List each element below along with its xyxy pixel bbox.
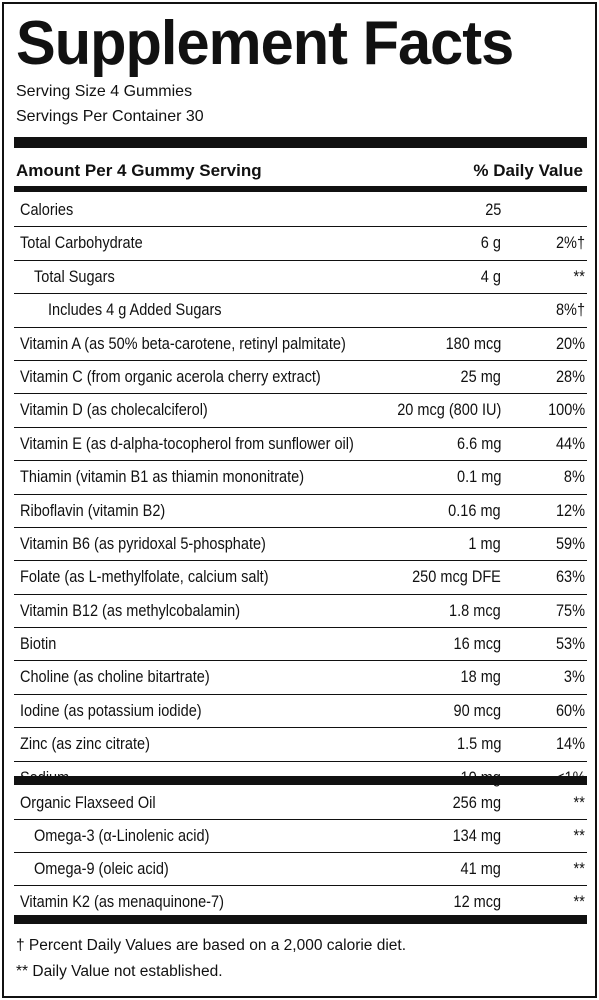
amount: 25: [484, 201, 501, 219]
nutrient-row: Iodine (as potassium iodide) 90 mcg 60%: [14, 695, 587, 729]
amount: 180 mcg: [445, 334, 501, 353]
amount: 1.8 mcg: [449, 601, 501, 620]
nutrient-name: Vitamin E (as d-alpha-tocopherol from su…: [20, 434, 354, 453]
dv-header: % Daily Value: [473, 161, 583, 180]
nutrient-name: Vitamin B12 (as methylcobalamin): [20, 601, 241, 620]
nutrient-row: Vitamin E (as d-alpha-tocopherol from su…: [14, 428, 587, 462]
nutrient-row: Choline (as choline bitartrate) 18 mg 3%: [14, 661, 587, 695]
daily-value: **: [573, 893, 585, 911]
daily-value: **: [573, 827, 585, 845]
nutrient-name: Vitamin A (as 50% beta-carotene, retinyl…: [20, 334, 346, 353]
nutrient-row: Thiamin (vitamin B1 as thiamin mononitra…: [14, 461, 587, 495]
daily-value: 14%: [555, 735, 585, 754]
amount-header: Amount Per 4 Gummy Serving: [16, 161, 262, 180]
nutrient-name: Omega-3 (α-Linolenic acid): [34, 827, 210, 845]
daily-value: **: [573, 267, 585, 286]
daily-value: 59%: [555, 534, 585, 553]
nutrient-row: Vitamin D (as cholecalciferol) 20 mcg (80…: [14, 394, 587, 428]
daily-value: 100%: [547, 401, 585, 420]
amount: 250 mcg DFE: [412, 568, 501, 587]
nutrient-name: Total Carbohydrate: [20, 234, 143, 253]
nutrient-row: Omega-3 (α-Linolenic acid) 134 mg **: [14, 820, 587, 853]
thick-rule: [14, 915, 587, 924]
nutrient-row: Riboflavin (vitamin B2) 0.16 mg 12%: [14, 495, 587, 528]
nutrient-row: Vitamin C (from organic acerola cherry e…: [14, 361, 587, 395]
amount: 6.6 mg: [456, 434, 501, 453]
nutrient-name: Vitamin K2 (as menaquinone-7): [20, 893, 224, 911]
amount: 41 mg: [460, 860, 501, 878]
nutrient-name: Biotin: [20, 635, 57, 654]
amount: 18 mg: [460, 668, 501, 687]
nutrient-row: Zinc (as zinc citrate) 1.5 mg 14%: [14, 728, 587, 762]
daily-value: **: [573, 860, 585, 878]
amount: 134 mg: [452, 827, 501, 845]
nutrient-row: Biotin 16 mcg 53%: [14, 628, 587, 662]
amount: 0.1 mg: [456, 468, 501, 487]
nutrient-name: Choline (as choline bitartrate): [20, 668, 210, 687]
nutrient-row: Organic Flaxseed Oil 256 mg **: [14, 787, 587, 820]
nutrient-name: Total Sugars: [34, 267, 115, 286]
daily-value: 75%: [555, 601, 585, 620]
amount: 16 mcg: [453, 635, 501, 654]
serving-size: Serving Size 4 Gummies: [16, 83, 193, 100]
nutrient-row: Vitamin B12 (as methylcobalamin) 1.8 mcg 7…: [14, 595, 587, 629]
daily-value: 8%†: [555, 301, 585, 320]
nutrient-name: Includes 4 g Added Sugars: [48, 301, 222, 320]
nutrient-row: Includes 4 g Added Sugars 8%†: [14, 294, 587, 328]
amount: 90 mcg: [453, 701, 501, 720]
nutrient-row: Folate (as L-methylfolate, calcium salt)…: [14, 561, 587, 595]
nutrient-name: Iodine (as potassium iodide): [20, 701, 202, 720]
nutrient-name: Organic Flaxseed Oil: [20, 794, 156, 812]
amount: 25 mg: [460, 367, 501, 386]
daily-value: 3%: [564, 668, 585, 687]
daily-value: 53%: [555, 635, 585, 654]
amount: 1 mg: [468, 534, 501, 553]
amount: 12 mcg: [453, 893, 501, 911]
amount: 1.5 mg: [456, 735, 501, 754]
footnote: ** Daily Value not established.: [16, 963, 223, 980]
nutrient-row: Total Carbohydrate 6 g 2%†: [14, 227, 587, 261]
daily-value: 2%†: [555, 234, 585, 253]
nutrient-name: Vitamin C (from organic acerola cherry e…: [20, 367, 321, 386]
nutrient-name: Calories: [20, 201, 74, 219]
title: Supplement Facts: [16, 9, 514, 78]
amount: 6 g: [480, 234, 501, 253]
nutrient-name: Riboflavin (vitamin B2): [20, 501, 166, 520]
nutrient-name: Vitamin D (as cholecalciferol): [20, 401, 208, 420]
nutrient-name: Zinc (as zinc citrate): [20, 735, 150, 754]
daily-value: 12%: [555, 501, 585, 520]
amount: 4 g: [480, 267, 501, 286]
daily-value: 44%: [555, 434, 585, 453]
amount: 256 mg: [452, 794, 501, 812]
servings-per-container: Servings Per Container 30: [16, 108, 204, 125]
amount: 20 mcg (800 IU): [396, 401, 501, 420]
daily-value: 20%: [555, 334, 585, 353]
daily-value: 60%: [555, 701, 585, 720]
daily-value: 63%: [555, 568, 585, 587]
nutrient-section: Calories 25 Total Carbohydrate 6 g 2%† Total …: [14, 194, 587, 794]
table-header: Amount Per 4 Gummy Serving % Daily Value: [16, 157, 583, 185]
thick-rule: [14, 776, 587, 785]
amount: 0.16 mg: [448, 501, 501, 520]
medium-rule: [14, 186, 587, 192]
nutrient-name: Vitamin B6 (as pyridoxal 5-phosphate): [20, 534, 266, 553]
nutrient-row: Vitamin B6 (as pyridoxal 5-phosphate) 1 m…: [14, 528, 587, 562]
daily-value: **: [573, 794, 585, 812]
nutrient-name: Folate (as L-methylfolate, calcium salt): [20, 568, 269, 587]
thick-rule: [14, 137, 587, 148]
nutrient-name: Omega-9 (oleic acid): [34, 860, 169, 878]
daily-value: 8%: [564, 468, 585, 487]
daily-value: 28%: [555, 367, 585, 386]
nutrient-row: Omega-9 (oleic acid) 41 mg **: [14, 853, 587, 886]
nutrient-row: Calories 25: [14, 194, 587, 228]
nutrient-name: Thiamin (vitamin B1 as thiamin mononitra…: [20, 468, 305, 487]
nutrient-row: Vitamin K2 (as menaquinone-7) 12 mcg **: [14, 886, 587, 918]
nutrient-section: Organic Flaxseed Oil 256 mg ** Omega-3 (α-L…: [14, 787, 587, 918]
nutrient-row: Vitamin A (as 50% beta-carotene, retinyl…: [14, 328, 587, 361]
nutrient-row: Total Sugars 4 g **: [14, 261, 587, 295]
footnote: † Percent Daily Values are based on a 2,…: [16, 937, 407, 954]
